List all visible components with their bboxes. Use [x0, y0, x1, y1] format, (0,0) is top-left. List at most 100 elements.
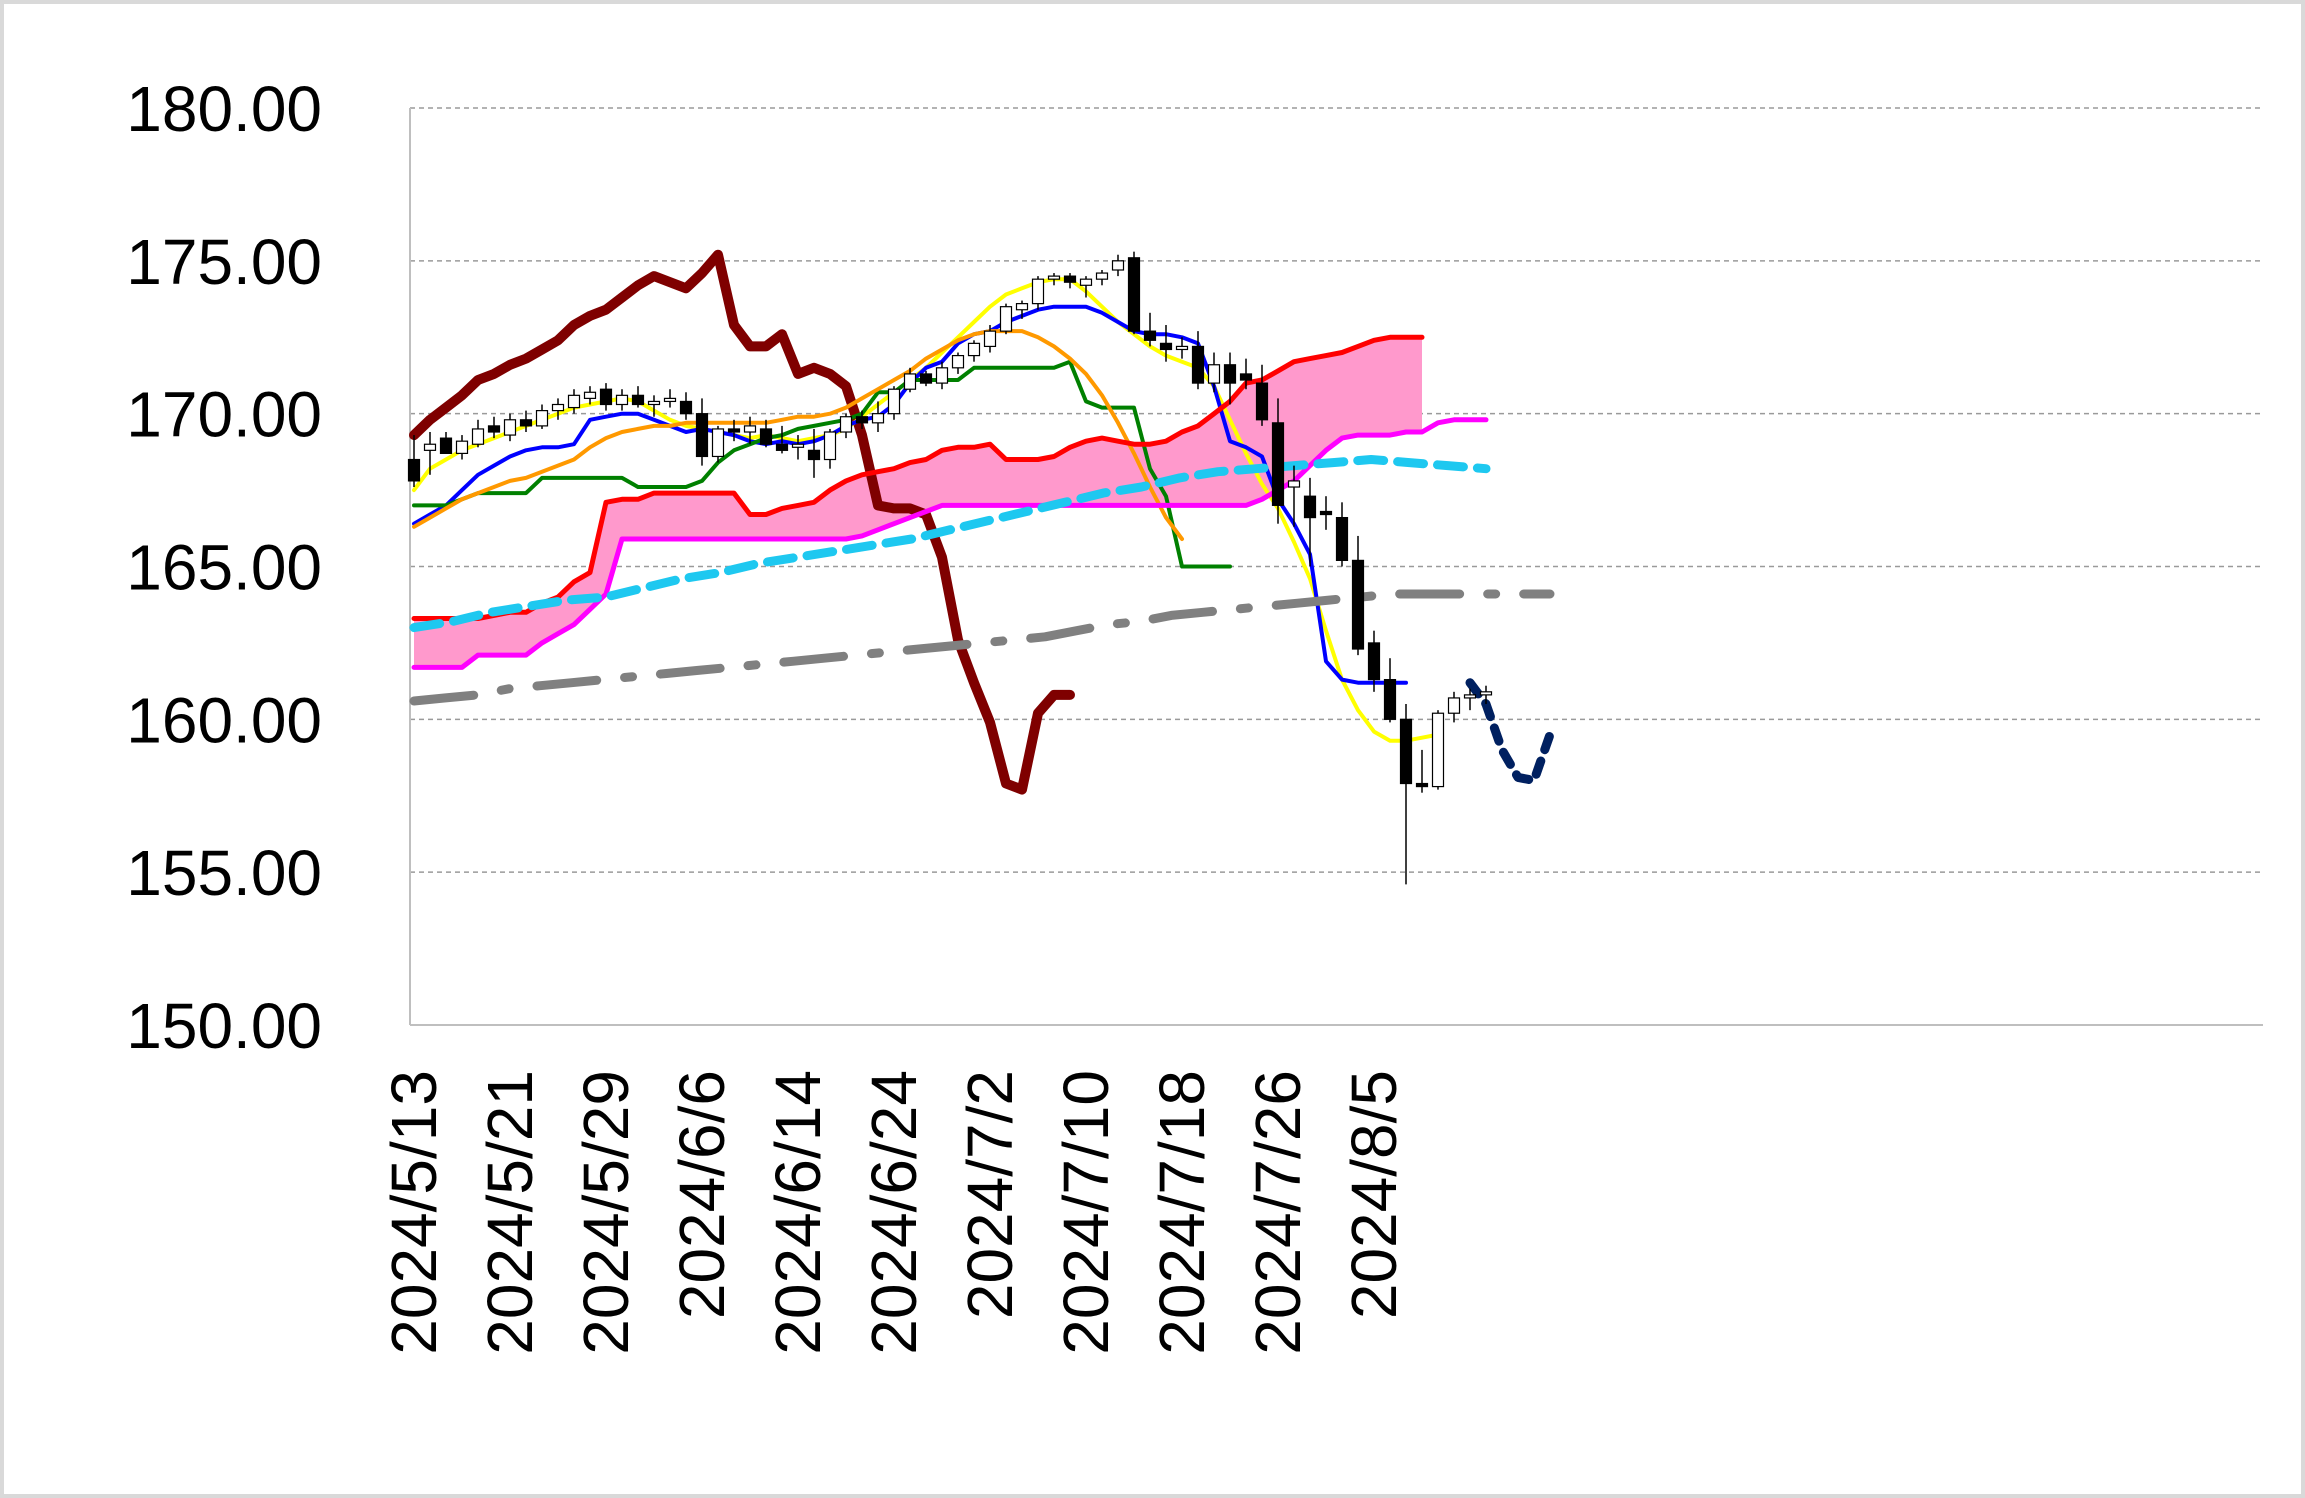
candle-body	[1127, 257, 1141, 332]
x-tick-label: 2024/7/18	[1146, 1070, 1218, 1355]
candle-body	[1383, 678, 1397, 720]
y-tick-label: 180.00	[126, 73, 322, 145]
candle-body	[759, 428, 773, 445]
candle-body	[999, 306, 1013, 332]
series-line-9	[1465, 678, 1555, 785]
series-line-5	[411, 334, 1425, 621]
candle-body	[439, 437, 453, 455]
cloud-area	[414, 337, 1422, 668]
candle-body	[1095, 272, 1109, 280]
series-line-3	[412, 359, 1232, 569]
candle-body	[535, 410, 549, 427]
x-tick-label: 2024/6/24	[858, 1070, 930, 1355]
series-line-6	[411, 417, 1489, 670]
candle-body	[663, 397, 677, 403]
candle-body	[599, 388, 613, 406]
candle-body	[1287, 480, 1301, 488]
candle-body	[1367, 642, 1381, 681]
cloud-fill	[414, 337, 1422, 668]
candle-body	[983, 330, 997, 348]
candle-body	[1175, 345, 1189, 351]
candle-body	[1303, 495, 1317, 519]
candle-body	[919, 373, 933, 384]
candle-body	[1031, 278, 1045, 305]
candle-body	[807, 449, 821, 461]
x-tick-label: 2024/6/14	[762, 1070, 834, 1355]
candle-body	[503, 419, 517, 436]
candle-body	[423, 443, 437, 451]
candle-body	[407, 458, 421, 482]
candle-body	[1431, 712, 1445, 788]
candle-body	[1271, 422, 1285, 506]
candle-body	[1239, 373, 1253, 381]
candle-body	[1399, 718, 1413, 785]
candle-body	[1447, 697, 1461, 714]
y-tick-label: 175.00	[126, 226, 322, 298]
candle-body	[1351, 559, 1365, 650]
candle-body	[711, 428, 725, 458]
candle-body	[1255, 382, 1269, 421]
candle-body	[1479, 691, 1493, 696]
candle-body	[583, 391, 597, 399]
x-tick-label: 2024/7/26	[1242, 1070, 1314, 1355]
candle-body	[471, 428, 485, 445]
candle-body	[551, 403, 565, 412]
candle-body	[615, 394, 629, 406]
series-lines	[409, 249, 1555, 795]
candle-body	[775, 443, 789, 451]
x-tick-label: 2024/6/6	[666, 1070, 738, 1319]
candle-body	[1335, 516, 1349, 561]
candle-body	[631, 394, 645, 406]
candle-body	[839, 416, 853, 433]
y-tick-labels: 150.00 155.00 160.00 165.00 170.00 175.00 180.…	[126, 73, 322, 1062]
x-tick-label: 2024/7/2	[954, 1070, 1026, 1319]
candle-body	[1111, 260, 1125, 271]
candle-body	[1047, 275, 1061, 280]
candle-body	[567, 394, 581, 409]
y-tick-label: 165.00	[126, 532, 322, 604]
candle-body	[647, 400, 661, 406]
series-line-7	[409, 455, 1491, 633]
axes	[409, 108, 2263, 1026]
x-tick-labels: 2024/5/13 2024/5/21 2024/5/29 2024/6/6 2024/…	[378, 1070, 1410, 1355]
x-tick-label: 2024/7/10	[1050, 1070, 1122, 1355]
candle-body	[871, 413, 885, 424]
y-tick-label: 155.00	[126, 837, 322, 909]
candle-body	[455, 440, 469, 455]
candle-body	[743, 425, 757, 433]
x-tick-label: 2024/8/5	[1338, 1070, 1410, 1319]
candle-body	[1223, 364, 1237, 384]
candle-body	[1015, 303, 1029, 311]
y-tick-label: 160.00	[126, 684, 322, 756]
candle-body	[1319, 510, 1333, 516]
x-tick-label: 2024/5/13	[378, 1070, 450, 1355]
series-line-4	[412, 329, 1184, 541]
candle-body	[791, 443, 805, 448]
candle-body	[951, 354, 965, 369]
x-tick-label: 2024/5/29	[570, 1070, 642, 1355]
candle-body	[1143, 330, 1157, 341]
candle-body	[967, 342, 981, 357]
candle-body	[1079, 278, 1093, 286]
candle-body	[695, 413, 709, 458]
x-tick-label: 2024/5/21	[474, 1070, 546, 1355]
candle-body	[1463, 694, 1477, 699]
y-tick-label: 150.00	[126, 990, 322, 1062]
candle-body	[823, 431, 837, 461]
candle-body	[1207, 364, 1221, 384]
y-tick-label: 170.00	[126, 379, 322, 451]
gridlines	[410, 107, 2263, 1026]
candle-body	[519, 419, 533, 427]
candle-body	[1159, 342, 1173, 351]
candle-body	[1415, 782, 1429, 788]
candle-body	[855, 416, 869, 424]
candle-body	[727, 428, 741, 433]
candle-body	[487, 425, 501, 433]
candle-body	[887, 388, 901, 415]
candle-body	[1063, 275, 1077, 283]
candlesticks	[407, 251, 1493, 885]
candle-body	[679, 400, 693, 415]
candle-body	[1191, 345, 1205, 384]
